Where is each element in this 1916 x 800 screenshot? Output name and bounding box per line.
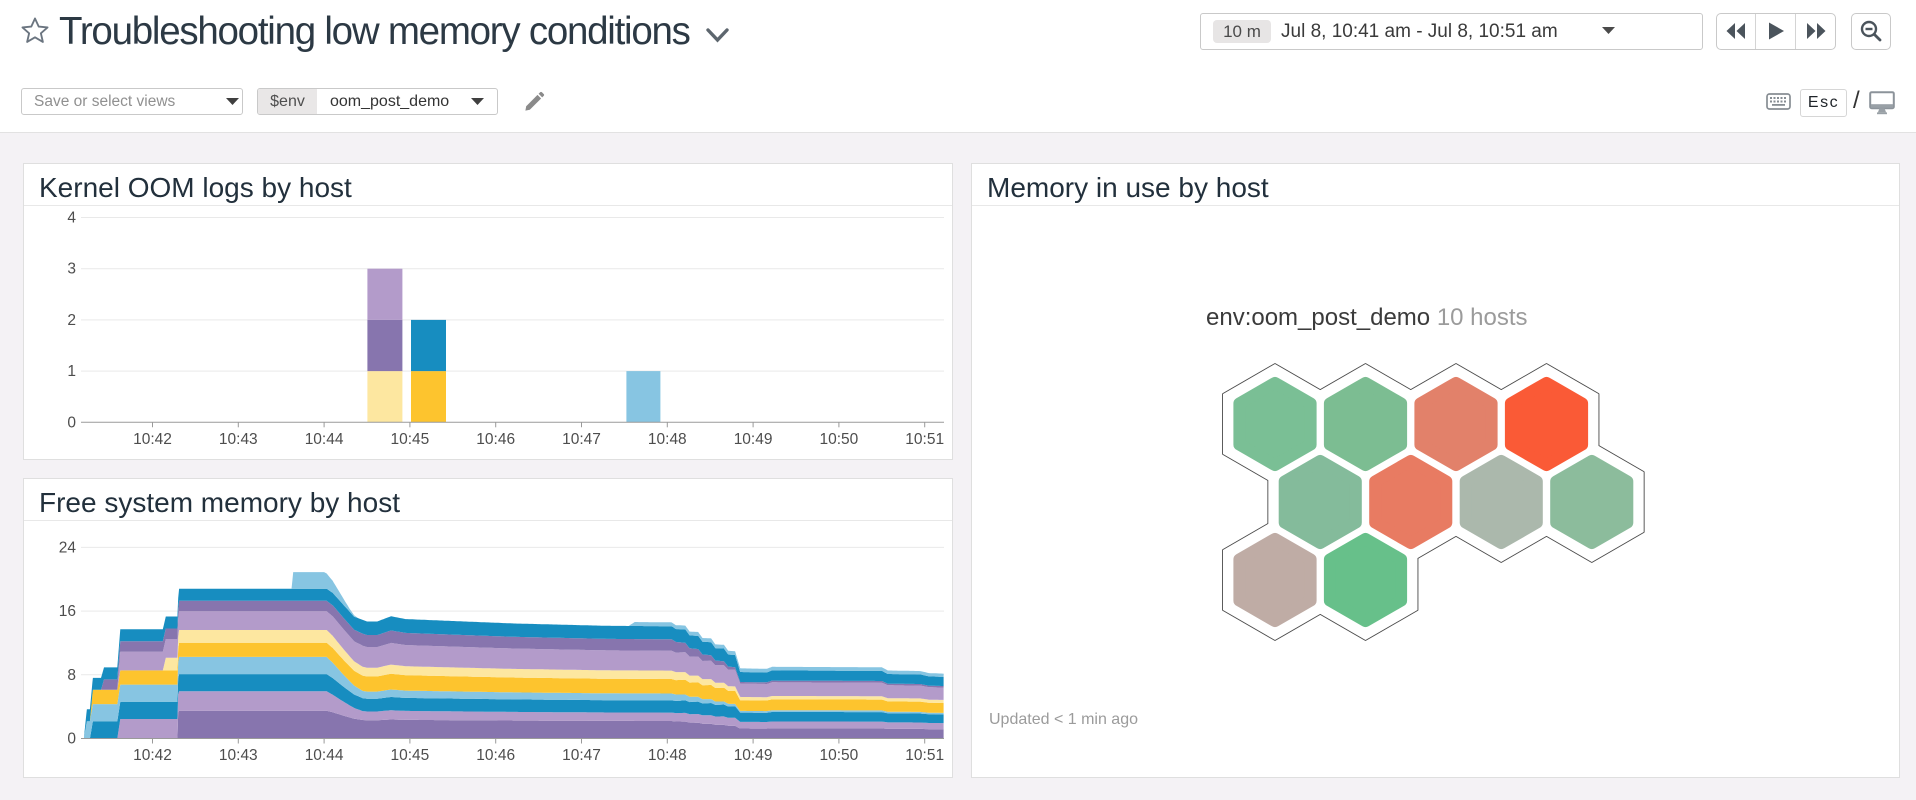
- svg-text:10:49: 10:49: [734, 431, 773, 448]
- svg-text:10:46: 10:46: [476, 431, 515, 448]
- svg-text:24: 24: [59, 539, 77, 556]
- svg-text:16: 16: [59, 603, 76, 620]
- svg-text:8: 8: [67, 667, 76, 684]
- svg-text:10:42: 10:42: [133, 747, 172, 764]
- svg-text:10:42: 10:42: [133, 431, 172, 448]
- svg-text:10:50: 10:50: [820, 747, 859, 764]
- svg-text:10:44: 10:44: [305, 431, 344, 448]
- svg-text:0: 0: [67, 731, 76, 748]
- svg-text:10:47: 10:47: [562, 747, 601, 764]
- svg-text:4: 4: [67, 210, 76, 227]
- svg-text:10:51: 10:51: [905, 747, 944, 764]
- svg-text:10:51: 10:51: [905, 431, 944, 448]
- svg-text:10:45: 10:45: [391, 431, 430, 448]
- svg-text:10:43: 10:43: [219, 747, 258, 764]
- svg-text:0: 0: [67, 414, 76, 431]
- svg-text:10:48: 10:48: [648, 431, 687, 448]
- svg-text:10:43: 10:43: [219, 431, 258, 448]
- svg-text:10:49: 10:49: [734, 747, 773, 764]
- svg-text:10:48: 10:48: [648, 747, 687, 764]
- svg-text:1: 1: [67, 363, 76, 380]
- svg-text:3: 3: [67, 261, 76, 278]
- svg-text:10:50: 10:50: [820, 431, 859, 448]
- svg-text:10:47: 10:47: [562, 431, 601, 448]
- svg-text:2: 2: [67, 312, 76, 329]
- svg-text:10:45: 10:45: [391, 747, 430, 764]
- svg-text:10:46: 10:46: [476, 747, 515, 764]
- svg-text:10:44: 10:44: [305, 747, 344, 764]
